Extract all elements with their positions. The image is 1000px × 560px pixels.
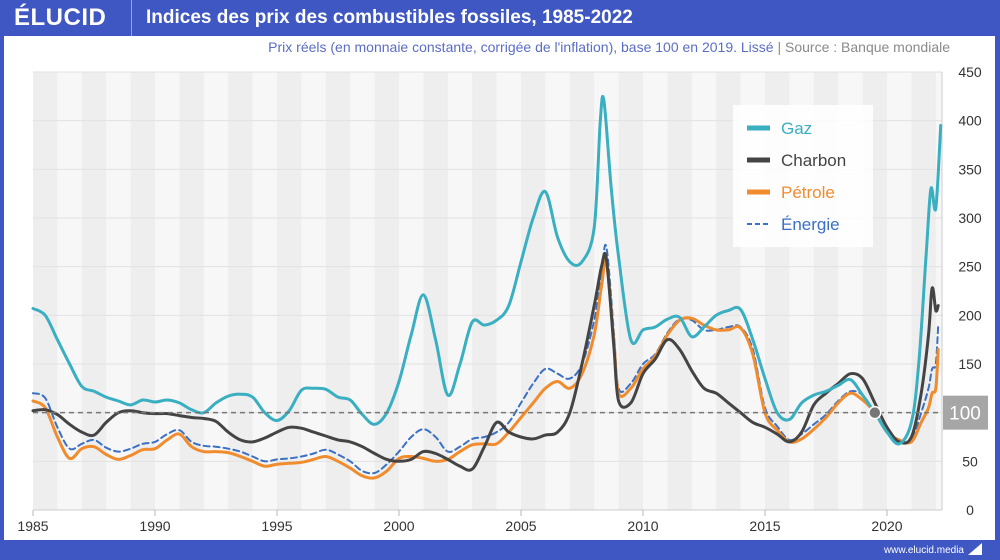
y-tick-label: 350: [958, 161, 982, 177]
x-tick-label: 2010: [627, 518, 658, 534]
year-band: [569, 72, 595, 510]
series-lines: [31, 94, 943, 480]
year-band: [374, 72, 399, 510]
subtitle-text: Prix réels (en monnaie constante, corrig…: [268, 39, 774, 55]
year-band: [423, 72, 448, 510]
y-tick-label: 250: [958, 259, 982, 275]
elucid-mark-icon: [968, 543, 982, 555]
year-band: [81, 72, 107, 510]
y-tick-label: 450: [958, 64, 982, 80]
year-band: [325, 72, 351, 510]
year-band: [521, 72, 546, 510]
year-band: [130, 72, 155, 510]
elucid-logo: ÉLUCID: [14, 4, 107, 31]
chart-subtitle: Prix réels (en monnaie constante, corrig…: [268, 39, 950, 55]
y-tick-label: 50: [962, 453, 978, 469]
legend-label-charbon: Charbon: [781, 151, 846, 170]
y-tick-label: 400: [958, 113, 982, 129]
y-tick-label: 0: [966, 502, 974, 518]
x-tick-label: 1995: [261, 518, 292, 534]
year-band: [667, 72, 692, 510]
legend: Gaz Charbon Pétrole Énergie: [733, 105, 873, 247]
header-divider: [131, 0, 132, 36]
year-band: [277, 72, 302, 510]
source-text: Source : Banque mondiale: [785, 39, 950, 55]
x-tick-label: 2015: [749, 518, 780, 534]
reference-line-group: 100: [33, 395, 988, 430]
footer-url[interactable]: www.elucid.media: [883, 545, 964, 556]
year-band: [33, 72, 58, 510]
series-line-charbon: [31, 252, 940, 472]
x-tick-label: 1990: [139, 518, 170, 534]
axes: 1985 1990 1995 2000 2005 2010 2015 2020 0 50 150 20…: [17, 64, 981, 534]
y-tick-label: 300: [958, 210, 982, 226]
x-tick-label: 2000: [383, 518, 414, 534]
y-tick-label: 150: [958, 356, 982, 372]
header-bar: ÉLUCID Indices des prix des combustibles…: [0, 0, 1000, 36]
y-tick-label: 200: [958, 307, 982, 323]
reference-label-box: [943, 395, 988, 430]
series-line-energie: [32, 243, 940, 475]
legend-label-gaz: Gaz: [781, 119, 812, 138]
x-tick-label: 1985: [17, 518, 48, 534]
x-tick-label: 2005: [505, 518, 536, 534]
reference-label: 100: [949, 404, 981, 425]
series-line-petrole: [31, 258, 940, 480]
reference-marker: [868, 405, 882, 420]
subtitle-separator: |: [777, 39, 782, 55]
x-tick-label: 2020: [871, 518, 902, 534]
legend-label-petrole: Pétrole: [781, 183, 835, 202]
year-band: [228, 72, 253, 510]
series-line-gaz: [31, 94, 943, 446]
chart-title: Indices des prix des combustibles fossil…: [146, 7, 633, 28]
legend-label-energie: Énergie: [781, 215, 840, 234]
